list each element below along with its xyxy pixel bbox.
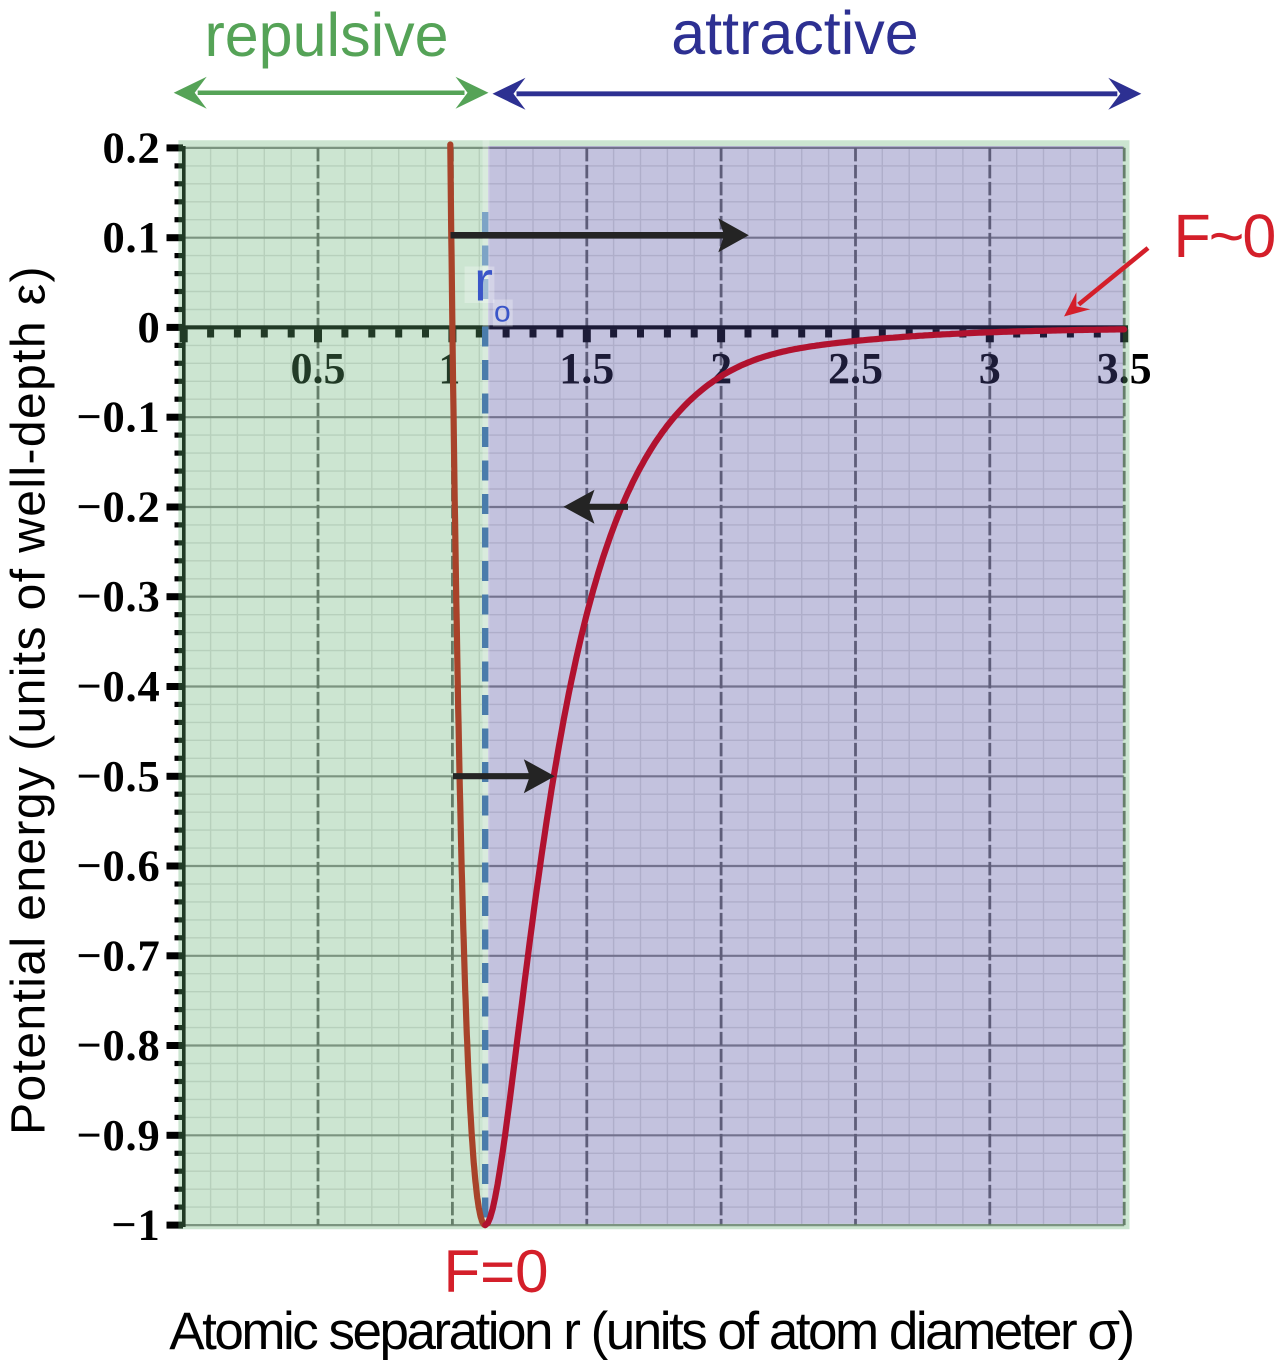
svg-text:1.5: 1.5 <box>559 344 614 393</box>
svg-text:attractive: attractive <box>671 0 919 67</box>
svg-text:−0.3: −0.3 <box>76 571 160 621</box>
svg-text:−0.5: −0.5 <box>76 751 160 801</box>
svg-text:−0.6: −0.6 <box>76 841 160 891</box>
svg-text:3.5: 3.5 <box>1097 344 1152 393</box>
svg-text:−0.2: −0.2 <box>76 481 160 531</box>
svg-text:Potential energy (units of wel: Potential energy (units of well-depth ε) <box>3 265 56 1135</box>
svg-text:0: 0 <box>137 302 160 352</box>
svg-text:2.5: 2.5 <box>828 344 883 393</box>
svg-text:−0.7: −0.7 <box>76 930 160 980</box>
svg-text:−1: −1 <box>111 1200 160 1250</box>
svg-text:−0.9: −0.9 <box>76 1110 160 1160</box>
svg-text:F=0: F=0 <box>443 1238 548 1305</box>
svg-text:0.5: 0.5 <box>291 344 346 393</box>
svg-text:r: r <box>474 250 493 314</box>
svg-text:3: 3 <box>979 344 1001 393</box>
svg-text:−0.1: −0.1 <box>76 392 160 442</box>
svg-text:Atomic separation r (units of: Atomic separation r (units of atom diame… <box>169 1302 1132 1360</box>
svg-text:0.1: 0.1 <box>102 212 160 262</box>
svg-text:−0.8: −0.8 <box>76 1020 160 1070</box>
svg-text:o: o <box>494 296 511 329</box>
svg-text:repulsive: repulsive <box>204 1 448 69</box>
svg-text:F~0: F~0 <box>1174 202 1275 270</box>
svg-text:0.2: 0.2 <box>102 122 160 172</box>
svg-text:−0.4: −0.4 <box>76 661 160 711</box>
